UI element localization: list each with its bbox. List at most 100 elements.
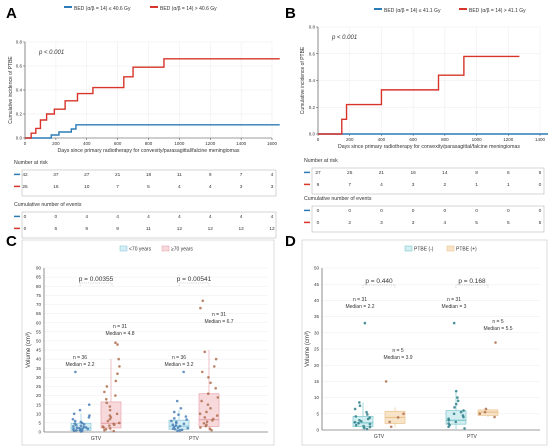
data-point [178,424,182,428]
p-value-label: p = 0.00541 [177,276,212,283]
y-tick-label: 35 [314,314,320,319]
y-tick-label: 0.4 [16,88,23,93]
data-point [209,381,212,385]
data-point [211,417,215,421]
data-point [79,424,83,428]
data-point [82,423,86,426]
data-point [175,420,178,424]
data-point [214,386,218,390]
data-point [75,426,79,430]
x-axis-label: Days since primary radiotherapy for conv… [58,148,240,154]
events-cell: 2 [348,220,351,226]
risk-cell: 25 [347,170,353,176]
data-point [366,413,369,416]
data-point [114,394,117,397]
data-point [106,419,110,423]
data-point [108,405,112,408]
y-tick-label: 90 [36,266,42,271]
y-tick-label: 25 [36,384,42,389]
data-point [173,427,177,431]
data-point [88,414,91,417]
data-point [206,392,210,396]
category-label-ptv: PTV [189,436,199,442]
data-point [84,426,88,429]
data-point [478,412,482,416]
x-tick-label: 400 [83,141,91,146]
risk-cell: 27 [84,172,90,178]
data-point [114,379,118,383]
legend-swatch [446,245,455,252]
annotation-gtv_ge70: n = 31 [113,324,127,330]
events-table-title: Cumulative number of events [304,196,372,202]
risk-cell: 10 [84,184,90,190]
data-point [212,365,216,368]
y-tick-label: 55 [36,329,42,334]
annotation-ptv_ge70: Median = 6.7 [204,319,233,325]
risk-table-frame [311,167,545,195]
risk-cell: 16 [53,184,59,190]
risk-cell: 11 [177,172,182,178]
legend-label: PTBE (-) [414,247,434,253]
legend-swatch [404,245,413,252]
x-axis-label: Days since primary radiotherapy for conv… [338,144,520,150]
y-axis-label: Volume (cm³) [305,331,311,367]
data-point [82,425,86,429]
risk-table-title: Number at risk [14,160,48,166]
events-table-frame [21,211,277,239]
x-tick-label: 800 [145,141,153,146]
data-point [205,420,209,424]
p-value-label: p = 0.00355 [79,276,114,283]
data-point [185,418,188,421]
events-cell: 4 [85,214,88,220]
data-point [180,428,184,432]
data-point [456,396,459,399]
data-point [184,415,188,418]
data-point [447,422,450,425]
data-point [116,343,119,346]
data-point [396,416,400,419]
risk-cell: 16 [410,170,416,176]
data-point [86,427,90,431]
data-point [112,422,115,426]
data-point [452,321,456,325]
panel-a-cumulative-incidence: BED (α/β = 14) ≤ 40.6 Gy BED (α/β = 14) >… [8,6,280,239]
y-tick-label: 40 [36,357,42,362]
annotation-ptv_pos: n = 5 [492,319,503,325]
x-tick-label: 200 [52,141,60,146]
y-tick-label: 0.2 [16,112,23,117]
data-point [452,412,456,416]
data-point [118,365,121,368]
y-axis-label: Cumulative incidence of PTBE [8,56,14,124]
y-axis-label: Volume (cm³) [26,332,32,368]
box-ptv-0 [168,419,190,430]
y-tick-label: 10 [314,395,320,400]
x-tick-label: 0 [24,141,27,146]
data-point [108,424,111,427]
risk-cell: 3 [240,184,243,190]
data-point [459,410,463,414]
data-point [117,357,120,361]
y-tick-label: 30 [314,330,320,335]
risk-cell: 7 [116,184,119,190]
x-tick-label: 1600 [267,141,278,146]
data-point [178,429,182,432]
risk-cell: 7 [240,172,243,178]
data-point [112,429,116,433]
data-point [177,413,180,416]
risk-cell: 18 [146,172,152,178]
significance-bracket [362,284,396,288]
data-point [358,404,362,408]
data-point [358,401,361,404]
y-tick-label: 0.8 [16,40,23,45]
risk-cell: 9 [317,182,320,188]
events-cell: 0 [348,208,351,214]
risk-cell: 4 [380,182,383,188]
data-point [216,396,220,399]
category-label-gtv: GTV [374,434,385,440]
data-point [354,423,358,427]
risk-cell: 2 [444,182,447,188]
y-tick-label: 0.0 [16,136,23,141]
y-tick-label: 65 [36,311,42,316]
data-point [365,427,369,431]
annotation-gtv_pos: n = 5 [392,348,403,354]
